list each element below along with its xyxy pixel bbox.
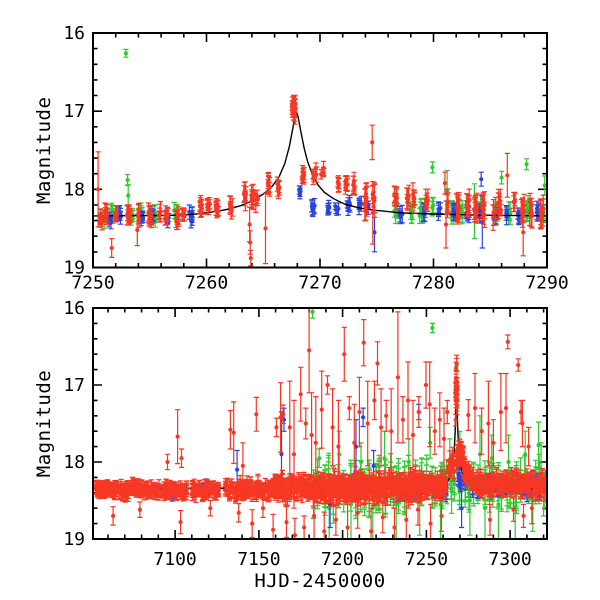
axis-ticks: [92, 32, 548, 269]
x-tick-label: 7260: [185, 273, 228, 294]
axis-ticks: [93, 307, 547, 540]
bottom-panel-full: 16 17 18 19 7100 7150 7200 7250 7300 Magnitude HJD…: [33, 298, 548, 592]
y-tick-label: 17: [63, 101, 85, 122]
series-green-markers: [100, 51, 546, 224]
plot-area: [94, 48, 546, 267]
x-tick-label: 7250: [71, 273, 114, 294]
x-tick-label: 7270: [298, 273, 341, 294]
x-tick-label: 7250: [405, 549, 448, 570]
y-tick-label: 17: [63, 375, 85, 396]
y-tick-label: 19: [63, 258, 85, 279]
y-tick-label: 18: [63, 452, 85, 473]
y-tick-label: 19: [63, 529, 85, 550]
x-tick-label: 7150: [237, 549, 280, 570]
x-tick-label: 7290: [525, 273, 568, 294]
panel-frame: [92, 307, 548, 540]
y-tick-label: 18: [63, 179, 85, 200]
x-tick-label: 7200: [321, 549, 364, 570]
x-tick-label: 7300: [488, 549, 531, 570]
x-axis-label: HJD-2450000: [254, 570, 385, 592]
y-axis-label: Magnitude: [33, 370, 55, 477]
y-tick-label: 16: [63, 23, 85, 44]
y-axis-label: Magnitude: [33, 97, 55, 204]
series-red-errorbars: [95, 94, 546, 267]
plot-area: [94, 309, 546, 538]
x-tick-label: 7100: [153, 549, 196, 570]
panel-frame: [92, 32, 548, 269]
y-tick-label: 16: [63, 298, 85, 319]
x-tick-label: 7280: [412, 273, 455, 294]
model-curve: [94, 109, 546, 217]
series-red-markers: [94, 339, 546, 538]
